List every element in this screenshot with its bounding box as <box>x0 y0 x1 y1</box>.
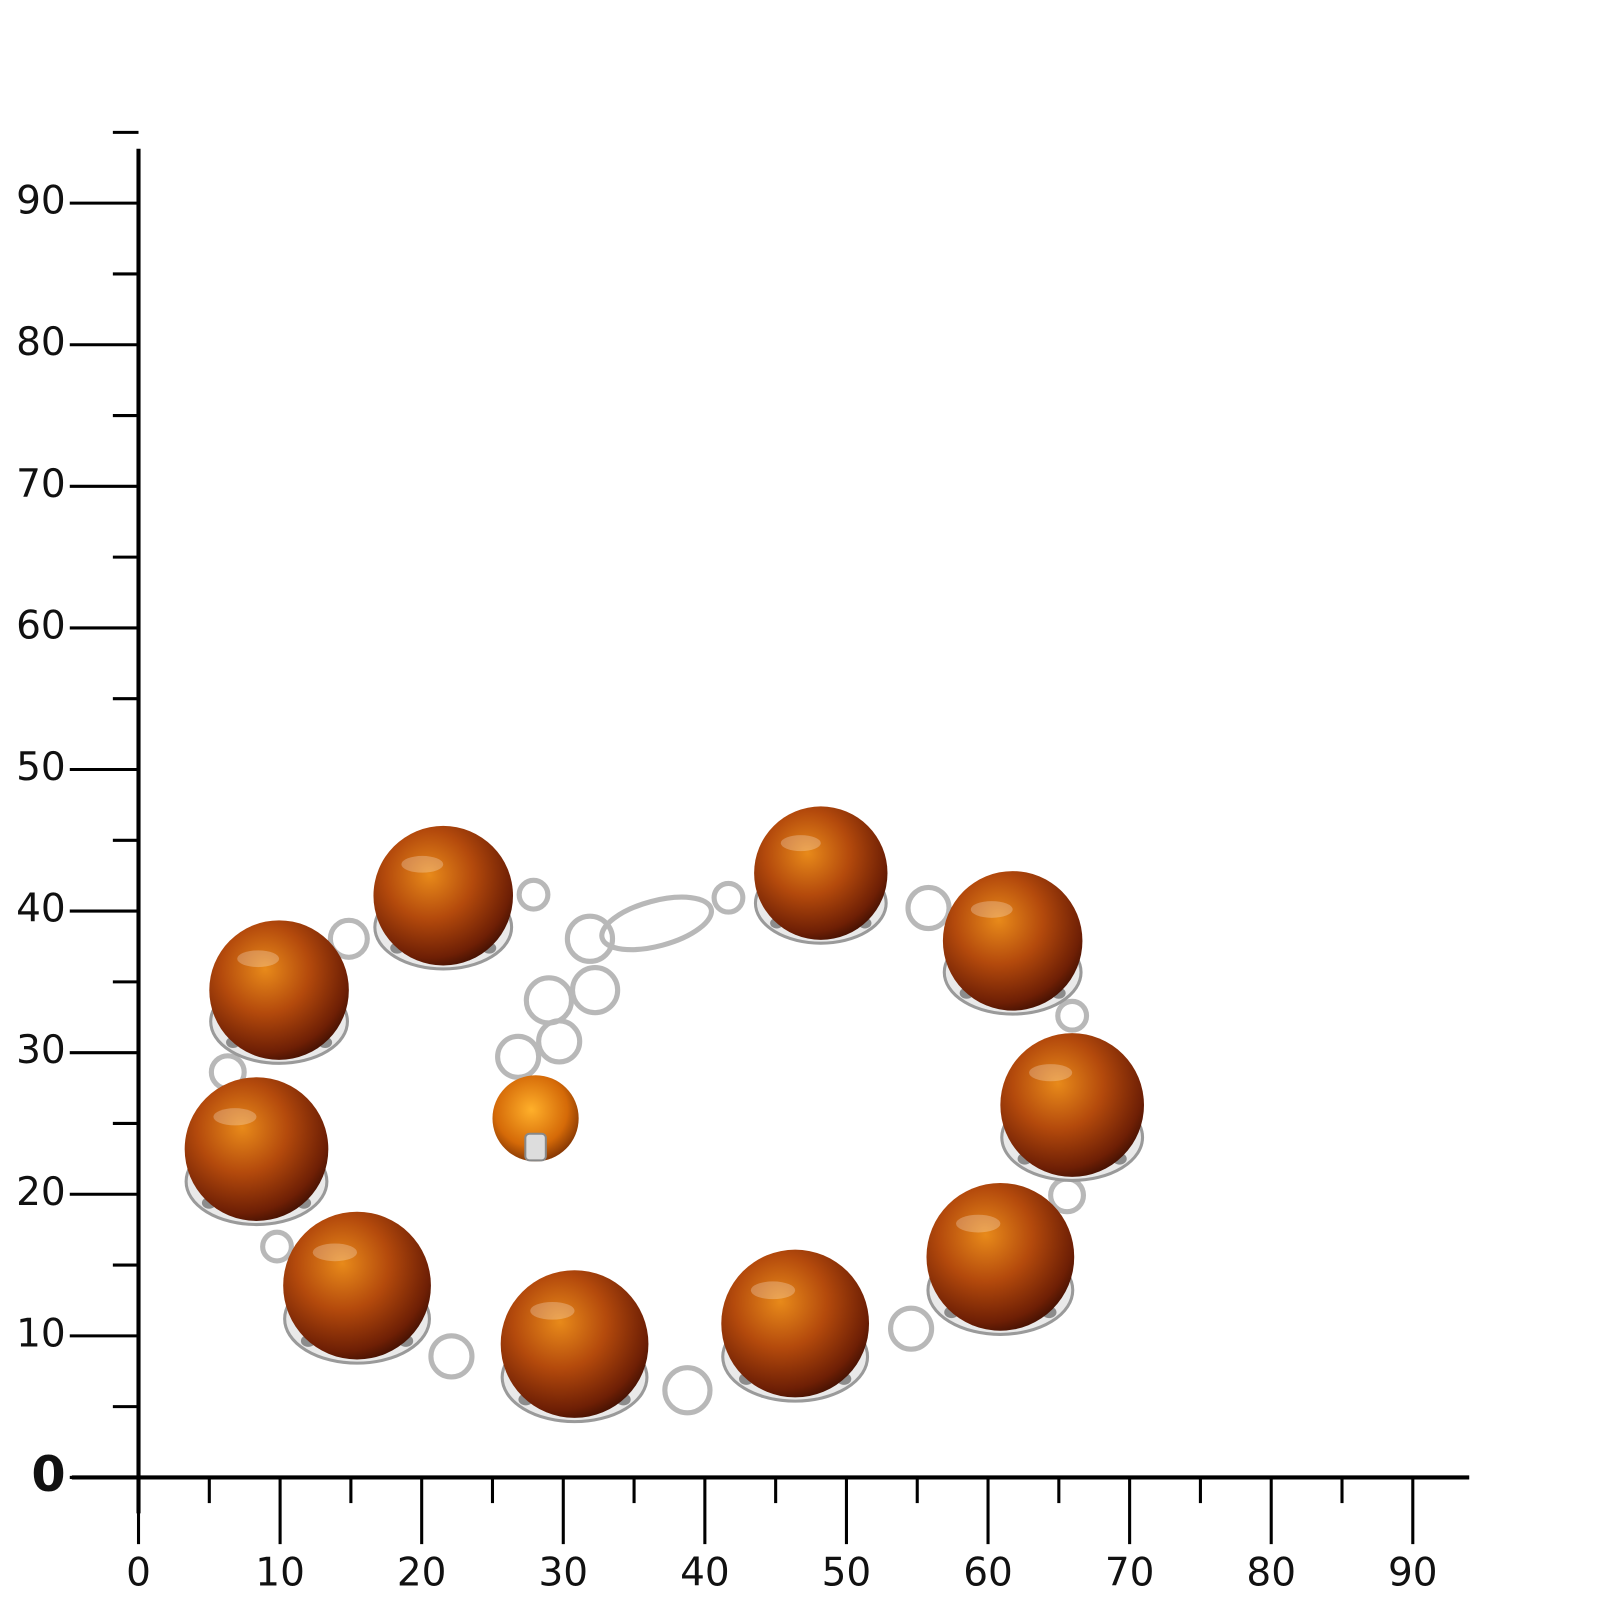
y-tick-label: 50 <box>16 745 66 790</box>
x-tick-label: 80 <box>1246 1550 1296 1595</box>
stones <box>184 806 1145 1424</box>
x-tick-label: 60 <box>963 1550 1013 1595</box>
amber-stone <box>942 871 1083 1011</box>
x-tick-label: 0 <box>126 1550 151 1595</box>
scene: 0 10 20 30 40 50 60 70 80 90 0 10 20 30 40 50 60 70 80 90 <box>16 130 1470 1595</box>
amber-stone <box>500 1270 649 1418</box>
x-tick-label: 20 <box>397 1550 447 1595</box>
amber-stone <box>721 1249 870 1398</box>
y-tick-label: 90 <box>16 179 66 224</box>
highlight <box>312 1243 358 1262</box>
x-tick-label: 30 <box>538 1550 588 1595</box>
highlight <box>213 1108 257 1126</box>
highlight <box>401 855 444 873</box>
highlight <box>956 1214 1001 1233</box>
x-tick-label: 50 <box>822 1550 872 1595</box>
amber-stone <box>283 1211 431 1360</box>
x-tick-label: 40 <box>680 1550 730 1595</box>
y-tick-label: 60 <box>16 603 66 648</box>
highlight <box>750 1281 796 1300</box>
y-tick-label: 70 <box>16 462 66 507</box>
bracelet <box>184 806 1145 1424</box>
y-tick-label: 80 <box>16 320 66 365</box>
highlight <box>780 835 821 852</box>
amber-stone <box>209 920 349 1060</box>
x-tick-label: 10 <box>255 1550 305 1595</box>
highlight <box>1029 1064 1073 1082</box>
y-tick-label: 0 <box>31 1445 65 1503</box>
scale: 0 10 20 30 40 50 60 70 80 90 0 10 20 30 40 50 60 70 80 90 <box>16 130 1470 1595</box>
x-tick-label: 70 <box>1105 1550 1155 1595</box>
y-tick-label: 20 <box>16 1170 66 1215</box>
y-tick-label: 30 <box>16 1028 66 1073</box>
bead <box>492 1075 579 1162</box>
amber-stone <box>754 806 888 940</box>
highlight <box>237 950 280 968</box>
chain <box>208 877 1090 1416</box>
amber-stone <box>184 1077 329 1221</box>
amber-stone <box>373 825 513 966</box>
y-tick-label: 10 <box>16 1311 66 1356</box>
highlight <box>970 901 1013 918</box>
amber-stone <box>1000 1033 1144 1177</box>
y-tick-label: 40 <box>16 887 66 932</box>
highlight <box>530 1301 575 1320</box>
x-tick-label: 90 <box>1388 1550 1438 1595</box>
amber-stone <box>926 1182 1075 1331</box>
